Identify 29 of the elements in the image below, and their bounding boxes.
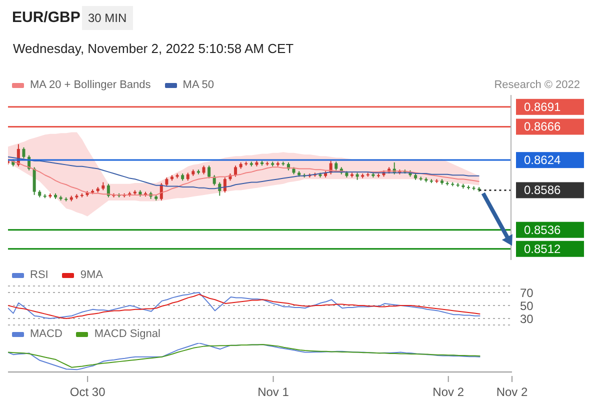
candlestick [223, 177, 226, 194]
ref-line-label: 0.8586 [524, 183, 562, 198]
chart-title: EUR/GBP [12, 9, 80, 26]
legend-label: RSI [29, 269, 48, 281]
ref-line-label: 0.8512 [524, 242, 562, 256]
text: Research © 2022 [494, 79, 580, 91]
x-tick-label: Oct 30 [70, 385, 106, 399]
ref-line-label: 0.8666 [524, 120, 562, 134]
ref-line-label: 0.8624 [524, 153, 562, 168]
ref-line-label: 0.8691 [524, 100, 562, 114]
x-tick-label: Nov 1 [258, 385, 290, 399]
text: Wednesday, November 2, 2022 5:10:58 AM CET [13, 41, 294, 56]
candlestick [234, 165, 238, 178]
legend-label: MACD Signal [93, 328, 160, 340]
x-tick-label: Nov 2 [432, 385, 464, 399]
candlestick [32, 166, 36, 196]
y-tick-label: 50 [520, 298, 534, 313]
legend-label: 9MA [79, 269, 103, 281]
legend-label: MA 20 + Bollinger Bands [29, 79, 151, 91]
legend-label: MA 50 [182, 79, 214, 91]
x-tick-label: Nov 2 [496, 385, 528, 399]
candlestick [22, 146, 26, 159]
candlestick [208, 165, 211, 179]
candlestick [212, 174, 216, 186]
y-tick-label: 30 [520, 312, 534, 326]
y-tick-label: 70 [520, 286, 534, 300]
ref-line-label: 0.8536 [524, 222, 562, 237]
series-label: MACD [29, 328, 62, 340]
chart-subtitle: 30 MIN [82, 6, 133, 30]
